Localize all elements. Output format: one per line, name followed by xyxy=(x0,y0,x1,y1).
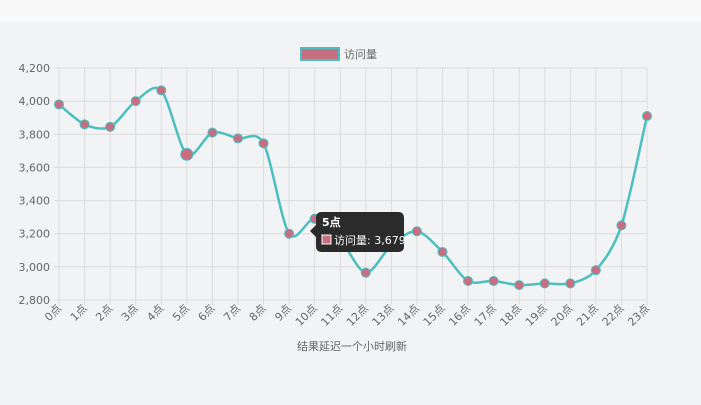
x-tick-label: 10点 xyxy=(293,302,320,329)
y-tick-label: 3,200 xyxy=(19,228,51,241)
x-tick-label: 20点 xyxy=(549,302,576,329)
x-tick-label: 8点 xyxy=(247,302,269,324)
data-point xyxy=(616,220,627,231)
data-point xyxy=(565,278,576,289)
data-point xyxy=(232,133,243,144)
x-tick-label: 9点 xyxy=(272,302,294,324)
x-tick-label: 23点 xyxy=(625,302,652,329)
tooltip-value: 访问量: 3,679 xyxy=(334,234,406,247)
data-point xyxy=(642,111,652,122)
x-tick-label: 11点 xyxy=(318,302,345,329)
x-tick-label: 22点 xyxy=(600,302,627,329)
data-point xyxy=(539,278,550,289)
y-tick-label: 3,800 xyxy=(19,128,51,141)
data-point xyxy=(437,246,448,257)
y-axis: 2,800 3,000 3,200 3,400 3,600 3,800 4,000 4,200 xyxy=(19,62,51,307)
data-point xyxy=(258,138,269,149)
tooltip-title: 5点 xyxy=(322,215,341,229)
data-point xyxy=(590,265,601,276)
data-point xyxy=(411,226,422,237)
x-tick-label: 12点 xyxy=(344,302,371,329)
y-tick-label: 3,400 xyxy=(19,195,51,208)
tooltip-box xyxy=(316,212,404,252)
data-point xyxy=(105,121,116,132)
data-point xyxy=(54,99,64,110)
legend[interactable]: 访问量 xyxy=(300,47,377,61)
data-point xyxy=(156,85,167,96)
y-tick-label: 2,800 xyxy=(19,294,51,307)
data-point xyxy=(360,267,371,278)
series-visits xyxy=(54,85,652,291)
x-tick-label: 7点 xyxy=(221,302,243,324)
series-line xyxy=(58,86,649,287)
grid xyxy=(54,67,648,305)
x-axis-label: 结果延迟一个小时刷新 xyxy=(297,339,407,353)
x-tick-label: 6点 xyxy=(196,302,218,324)
y-tick-label: 3,000 xyxy=(19,261,51,274)
x-tick-label: 17点 xyxy=(472,302,499,329)
x-tick-label: 14点 xyxy=(395,302,422,329)
x-tick-label: 21点 xyxy=(574,302,601,329)
x-tick-label: 1点 xyxy=(68,302,90,324)
x-tick-label: 16点 xyxy=(446,302,473,329)
x-tick-label: 5点 xyxy=(170,302,192,324)
x-tick-label: 15点 xyxy=(421,302,448,329)
legend-label: 访问量 xyxy=(344,48,377,61)
x-tick-label: 2点 xyxy=(93,302,115,324)
x-tick-label: 13点 xyxy=(370,302,397,329)
data-point xyxy=(284,228,295,239)
data-point xyxy=(463,275,474,286)
x-tick-label: 19点 xyxy=(523,302,550,329)
x-tick-label: 18点 xyxy=(497,302,524,329)
y-tick-label: 4,000 xyxy=(19,95,51,108)
top-bar xyxy=(0,0,701,22)
data-point xyxy=(180,147,194,161)
tooltip-caret xyxy=(310,225,316,237)
y-tick-label: 3,600 xyxy=(19,161,51,174)
data-point xyxy=(514,280,525,291)
tooltip-swatch xyxy=(321,234,332,245)
data-point xyxy=(130,96,141,107)
x-axis: 0点 1点 2点 3点 4点 5点 6点 7点 8点 9点10点11点12点13点14点15点16… xyxy=(42,302,652,329)
x-tick-label: 3点 xyxy=(119,302,141,324)
data-point xyxy=(79,119,90,130)
chart-container: 访问量 2,800 3,000 3,200 3,400 3,600 3,800 4,000 4… xyxy=(0,22,701,401)
y-tick-label: 4,200 xyxy=(19,62,51,75)
data-point xyxy=(207,127,218,138)
data-point xyxy=(488,275,499,286)
legend-swatch xyxy=(300,47,340,61)
line-chart: 访问量 2,800 3,000 3,200 3,400 3,600 3,800 4,000 4… xyxy=(19,47,652,353)
x-tick-label: 4点 xyxy=(144,302,166,324)
